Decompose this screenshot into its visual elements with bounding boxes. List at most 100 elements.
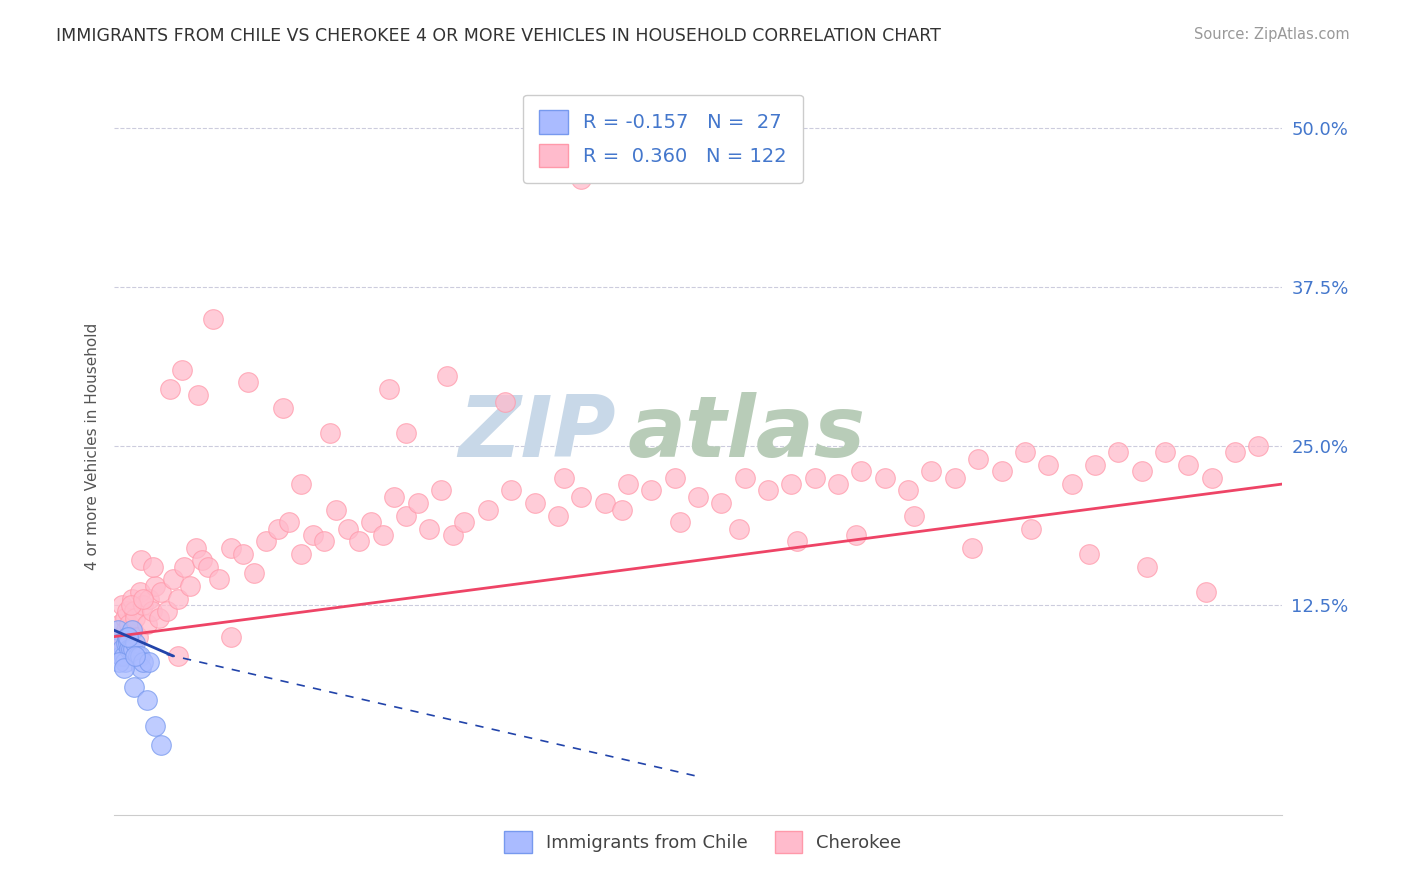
Point — [873, 471, 896, 485]
Point — [617, 477, 640, 491]
Point — [325, 502, 347, 516]
Point — [266, 522, 288, 536]
Point — [686, 490, 709, 504]
Point — [111, 642, 134, 657]
Text: Source: ZipAtlas.com: Source: ZipAtlas.com — [1194, 27, 1350, 42]
Point — [124, 610, 146, 624]
Point — [159, 382, 181, 396]
Point — [120, 598, 142, 612]
Point — [202, 312, 225, 326]
Point — [117, 636, 139, 650]
Point — [115, 636, 138, 650]
Point — [110, 648, 132, 663]
Point — [173, 559, 195, 574]
Point — [436, 369, 458, 384]
Point — [727, 522, 749, 536]
Point — [184, 541, 207, 555]
Y-axis label: 4 or more Vehicles in Household: 4 or more Vehicles in Household — [86, 322, 100, 570]
Point — [128, 648, 150, 663]
Point — [756, 483, 779, 498]
Point — [377, 382, 399, 396]
Point — [441, 528, 464, 542]
Point — [786, 534, 808, 549]
Point — [132, 598, 155, 612]
Point — [156, 604, 179, 618]
Point — [110, 630, 132, 644]
Point — [108, 636, 131, 650]
Point — [395, 426, 418, 441]
Point — [118, 642, 141, 657]
Point — [273, 401, 295, 415]
Point — [1136, 559, 1159, 574]
Point — [290, 547, 312, 561]
Text: atlas: atlas — [628, 392, 866, 475]
Legend: Immigrants from Chile, Cherokee: Immigrants from Chile, Cherokee — [498, 824, 908, 861]
Point — [494, 394, 516, 409]
Point — [238, 376, 260, 390]
Point — [135, 693, 157, 707]
Point — [734, 471, 756, 485]
Point — [112, 648, 135, 663]
Point — [149, 585, 172, 599]
Point — [523, 496, 546, 510]
Point — [107, 636, 129, 650]
Point — [243, 566, 266, 580]
Point — [547, 508, 569, 523]
Point — [990, 464, 1012, 478]
Point — [115, 624, 138, 638]
Point — [121, 624, 143, 638]
Point — [1019, 522, 1042, 536]
Point — [395, 508, 418, 523]
Point — [112, 661, 135, 675]
Point — [135, 616, 157, 631]
Point — [1107, 445, 1129, 459]
Point — [167, 648, 190, 663]
Point — [129, 553, 152, 567]
Text: IMMIGRANTS FROM CHILE VS CHEROKEE 4 OR MORE VEHICLES IN HOUSEHOLD CORRELATION CH: IMMIGRANTS FROM CHILE VS CHEROKEE 4 OR M… — [56, 27, 941, 45]
Point — [1060, 477, 1083, 491]
Point — [943, 471, 966, 485]
Point — [138, 655, 160, 669]
Point — [112, 642, 135, 657]
Point — [219, 630, 242, 644]
Point — [349, 534, 371, 549]
Point — [501, 483, 523, 498]
Point — [290, 477, 312, 491]
Point — [278, 515, 301, 529]
Point — [124, 636, 146, 650]
Point — [1078, 547, 1101, 561]
Point — [1154, 445, 1177, 459]
Point — [593, 496, 616, 510]
Point — [124, 648, 146, 663]
Point — [170, 363, 193, 377]
Point — [314, 534, 336, 549]
Point — [122, 604, 145, 618]
Point — [1195, 585, 1218, 599]
Point — [827, 477, 849, 491]
Point — [115, 630, 138, 644]
Point — [122, 681, 145, 695]
Point — [117, 630, 139, 644]
Text: ZIP: ZIP — [458, 392, 616, 475]
Point — [219, 541, 242, 555]
Point — [1038, 458, 1060, 472]
Point — [121, 591, 143, 606]
Point — [477, 502, 499, 516]
Point — [111, 598, 134, 612]
Point — [187, 388, 209, 402]
Point — [371, 528, 394, 542]
Point — [640, 483, 662, 498]
Point — [1223, 445, 1246, 459]
Point — [142, 559, 165, 574]
Point — [336, 522, 359, 536]
Point — [962, 541, 984, 555]
Point — [120, 642, 142, 657]
Point — [232, 547, 254, 561]
Point — [132, 655, 155, 669]
Point — [803, 471, 825, 485]
Point — [418, 522, 440, 536]
Point — [122, 624, 145, 638]
Point — [127, 630, 149, 644]
Point — [301, 528, 323, 542]
Point — [115, 604, 138, 618]
